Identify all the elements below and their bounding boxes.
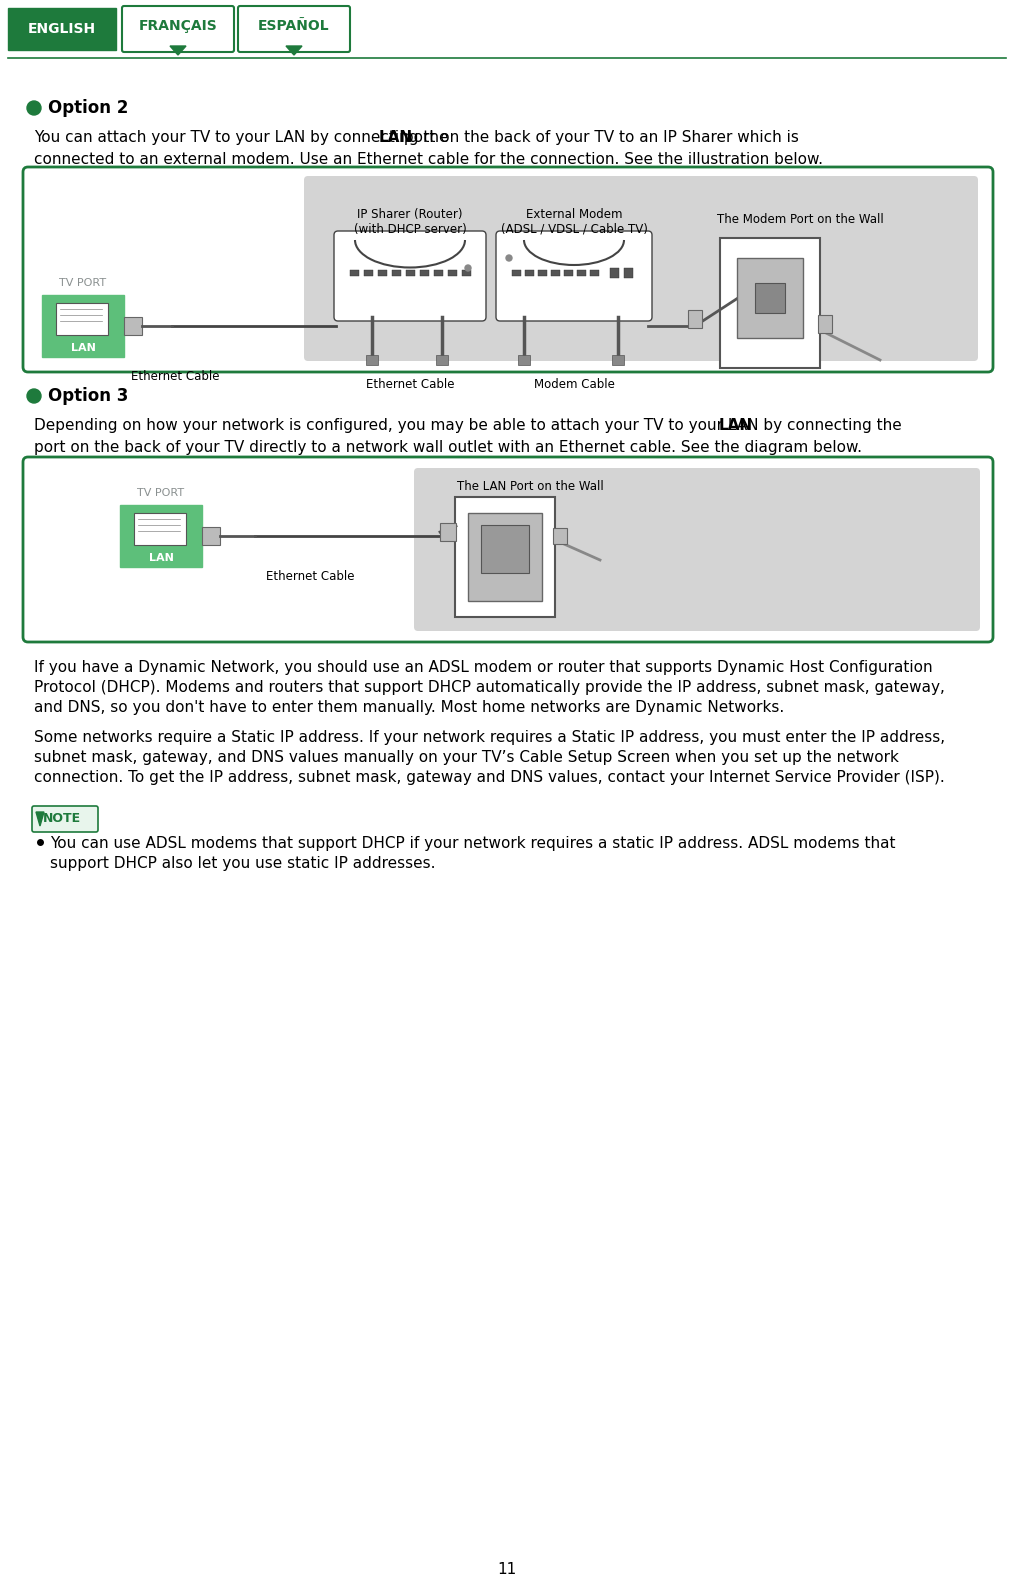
Bar <box>120 506 202 568</box>
Circle shape <box>27 102 41 114</box>
Text: You can use ADSL modems that support DHCP if your network requires a static IP a: You can use ADSL modems that support DHC… <box>50 836 895 851</box>
Bar <box>434 270 443 277</box>
Bar <box>392 270 401 277</box>
Text: 11: 11 <box>498 1563 516 1577</box>
Bar <box>420 270 429 277</box>
Text: TV PORT: TV PORT <box>60 278 106 288</box>
Bar <box>737 258 803 339</box>
Bar <box>366 355 378 366</box>
Text: TV PORT: TV PORT <box>138 488 185 498</box>
Bar <box>564 270 573 277</box>
Text: You can attach your TV to your LAN by connecting the: You can attach your TV to your LAN by co… <box>34 130 453 145</box>
FancyBboxPatch shape <box>238 6 350 52</box>
Bar <box>56 304 108 335</box>
Bar <box>462 270 470 277</box>
Bar <box>577 270 586 277</box>
Bar <box>202 526 220 545</box>
Text: If you have a Dynamic Network, you should use an ADSL modem or router that suppo: If you have a Dynamic Network, you shoul… <box>34 660 933 676</box>
Text: and DNS, so you don't have to enter them manually. Most home networks are Dynami: and DNS, so you don't have to enter them… <box>34 700 784 716</box>
Bar <box>518 355 530 366</box>
Text: Protocol (DHCP). Modems and routers that support DHCP automatically provide the : Protocol (DHCP). Modems and routers that… <box>34 681 945 695</box>
Bar <box>538 270 547 277</box>
Bar <box>818 315 832 332</box>
Text: LAN: LAN <box>71 343 95 353</box>
Text: NOTE: NOTE <box>43 812 81 825</box>
Polygon shape <box>37 812 44 825</box>
Bar <box>720 238 820 367</box>
Text: connected to an external modem. Use an Ethernet cable for the connection. See th: connected to an external modem. Use an E… <box>34 153 823 167</box>
Text: Ethernet Cable: Ethernet Cable <box>266 569 354 584</box>
Bar <box>440 523 456 541</box>
Bar <box>610 269 619 278</box>
Bar <box>689 310 702 328</box>
Text: Some networks require a Static IP address. If your network requires a Static IP : Some networks require a Static IP addres… <box>34 730 945 746</box>
Bar <box>378 270 387 277</box>
Bar <box>8 8 116 49</box>
Text: FRANÇAIS: FRANÇAIS <box>139 19 217 33</box>
Circle shape <box>27 390 41 402</box>
FancyBboxPatch shape <box>304 176 977 361</box>
Bar <box>590 270 599 277</box>
Bar <box>624 269 633 278</box>
Bar <box>310 181 972 355</box>
Text: LAN: LAN <box>378 130 413 145</box>
Bar <box>755 283 785 313</box>
Text: Ethernet Cable: Ethernet Cable <box>366 378 454 391</box>
Bar <box>406 270 415 277</box>
Bar <box>364 270 373 277</box>
Text: support DHCP also let you use static IP addresses.: support DHCP also let you use static IP … <box>50 855 435 871</box>
Bar <box>551 270 560 277</box>
FancyBboxPatch shape <box>122 6 234 52</box>
Bar <box>350 270 359 277</box>
Text: subnet mask, gateway, and DNS values manually on your TV’s Cable Setup Screen wh: subnet mask, gateway, and DNS values man… <box>34 750 898 765</box>
Polygon shape <box>170 46 186 56</box>
Text: LAN: LAN <box>719 418 752 432</box>
Bar <box>468 514 542 601</box>
Text: The Modem Port on the Wall: The Modem Port on the Wall <box>717 213 883 226</box>
Bar <box>612 355 624 366</box>
Circle shape <box>465 266 470 270</box>
Text: Modem Cable: Modem Cable <box>533 378 614 391</box>
FancyBboxPatch shape <box>414 467 980 631</box>
Text: port on the back of your TV directly to a network wall outlet with an Ethernet c: port on the back of your TV directly to … <box>34 440 862 455</box>
FancyBboxPatch shape <box>32 806 98 832</box>
Bar <box>455 498 555 617</box>
Text: ENGLISH: ENGLISH <box>28 22 96 37</box>
Text: LAN: LAN <box>149 553 173 563</box>
Bar <box>124 316 142 335</box>
Bar <box>481 525 529 572</box>
Bar <box>512 270 521 277</box>
FancyBboxPatch shape <box>23 167 993 372</box>
Bar <box>448 270 457 277</box>
Bar <box>42 296 124 358</box>
Text: Depending on how your network is configured, you may be able to attach your TV t: Depending on how your network is configu… <box>34 418 907 432</box>
FancyBboxPatch shape <box>334 231 486 321</box>
Bar <box>134 514 186 545</box>
Text: connection. To get the IP address, subnet mask, gateway and DNS values, contact : connection. To get the IP address, subne… <box>34 770 945 785</box>
Text: ESPAÑOL: ESPAÑOL <box>259 19 330 33</box>
Text: Ethernet Cable: Ethernet Cable <box>131 370 219 383</box>
Bar <box>553 528 567 544</box>
Circle shape <box>506 254 512 261</box>
Bar <box>525 270 534 277</box>
Text: Option 2: Option 2 <box>48 99 129 118</box>
Polygon shape <box>286 46 302 56</box>
Text: External Modem
(ADSL / VDSL / Cable TV): External Modem (ADSL / VDSL / Cable TV) <box>501 208 647 235</box>
Text: port on the back of your TV to an IP Sharer which is: port on the back of your TV to an IP Sha… <box>400 130 799 145</box>
Text: Option 3: Option 3 <box>48 386 129 405</box>
FancyBboxPatch shape <box>496 231 652 321</box>
Bar <box>436 355 448 366</box>
Text: The LAN Port on the Wall: The LAN Port on the Wall <box>456 480 603 493</box>
Text: IP Sharer (Router)
(with DHCP server): IP Sharer (Router) (with DHCP server) <box>354 208 466 235</box>
FancyBboxPatch shape <box>23 456 993 642</box>
